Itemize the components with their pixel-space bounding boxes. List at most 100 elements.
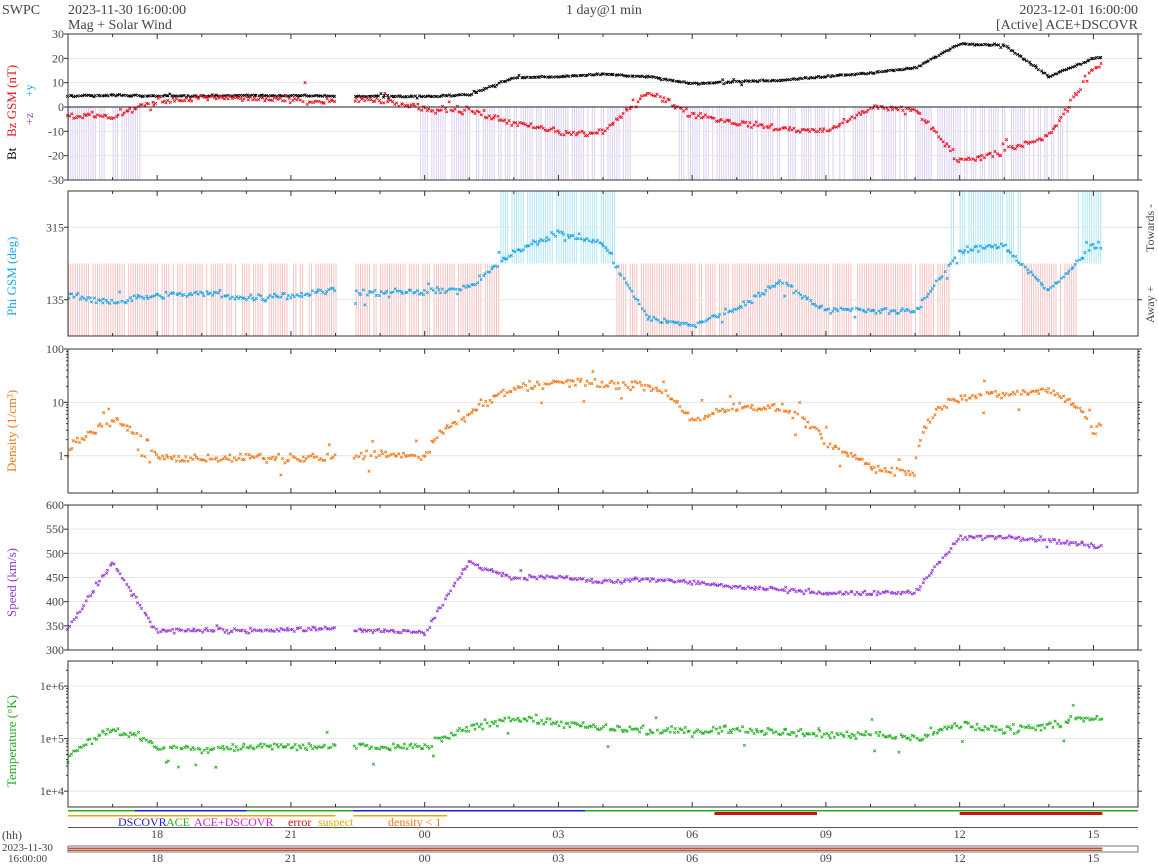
phi-point [853,315,857,319]
density-point [999,396,1004,400]
bz-negative-shade [453,107,455,180]
temperature-point [687,729,691,733]
phi-point [488,270,492,274]
bt-point [468,93,472,97]
density-point [438,429,442,433]
temperature-point [579,724,583,728]
bz-point [655,92,659,96]
navigator-axis [68,827,1138,828]
speed-point [812,591,816,595]
bz-point [807,129,812,134]
speed-point [417,629,421,633]
bt-point [281,94,285,98]
bz-point [756,124,760,128]
bz-negative-shade [625,107,627,180]
speed-point [243,629,247,633]
temperature-point [924,734,929,738]
bz-point [188,97,192,101]
density-point [188,456,193,460]
phi-point [289,296,293,300]
phi-point [961,251,966,255]
bz-point [151,100,155,104]
bz-negative-shade [498,107,500,180]
bz-point [1083,74,1087,78]
bz-point [427,107,431,111]
bz-negative-shade [88,107,90,180]
phi-point [331,286,335,290]
density-point [993,389,998,393]
bz-point [130,110,134,114]
speed-point [863,589,867,593]
speed-point [980,538,984,542]
density-point [883,466,887,470]
bt-point [636,74,640,78]
speed-point [435,609,439,613]
bz-negative-shade [788,107,790,180]
bt-point [427,94,431,98]
density-point [964,398,969,402]
temperature-point [229,747,233,751]
temperature-point [242,742,246,746]
speed-point [1064,541,1068,545]
bz-negative-shade [883,107,885,180]
bz-point [128,106,132,111]
speed-point [382,627,387,632]
density-point [149,449,154,453]
bt-point [112,93,116,97]
phi-point [310,289,314,293]
bz-negative-shade [741,107,743,180]
temperature-point [265,744,269,748]
bz-point [416,102,420,106]
bz-point [1090,68,1095,72]
density-point [84,434,88,439]
bz-point [748,121,752,125]
phi-point [630,289,634,293]
bz-point [694,116,698,120]
bt-point [472,89,476,93]
temperature-point [830,730,834,735]
density-point [302,459,307,463]
phi-point [1001,244,1005,248]
temperature-point [1100,717,1104,721]
x-tick-label: 03 [552,827,564,841]
bz-point [487,114,492,118]
speed-point [1048,539,1052,543]
bz-point [383,91,387,95]
density-point [86,430,90,434]
bz-point [571,130,576,134]
density-point [288,452,292,456]
bz-point [149,108,153,112]
phi-point [604,246,608,250]
bz-point [918,111,922,116]
density-point [1055,391,1060,396]
bz-point [886,108,890,112]
phi-point [922,296,927,300]
phi-point [674,321,678,325]
bz-negative-shade [854,107,856,180]
density-point [467,412,472,416]
density-point [397,452,401,456]
temperature-point [252,747,256,751]
phi-point [86,295,90,300]
source-bar-ace [68,810,1138,812]
phi-point [249,293,253,297]
density-point [521,381,525,386]
speed-point [1095,546,1099,550]
bz-point [979,158,983,162]
density-point [136,448,140,452]
density-point [184,455,188,459]
bz-negative-shade [600,107,602,180]
phi-point [858,307,862,312]
bz-point [947,144,951,149]
speed-point [168,628,172,633]
density-point [878,468,882,473]
density-point [631,385,635,389]
bt-point [124,93,129,98]
temperature-point [714,727,719,731]
density-point [377,453,381,458]
bz-point [430,108,435,113]
density-point [68,448,72,452]
bz-point [126,109,130,113]
phi-point [1096,240,1101,244]
temperature-point [440,739,444,743]
